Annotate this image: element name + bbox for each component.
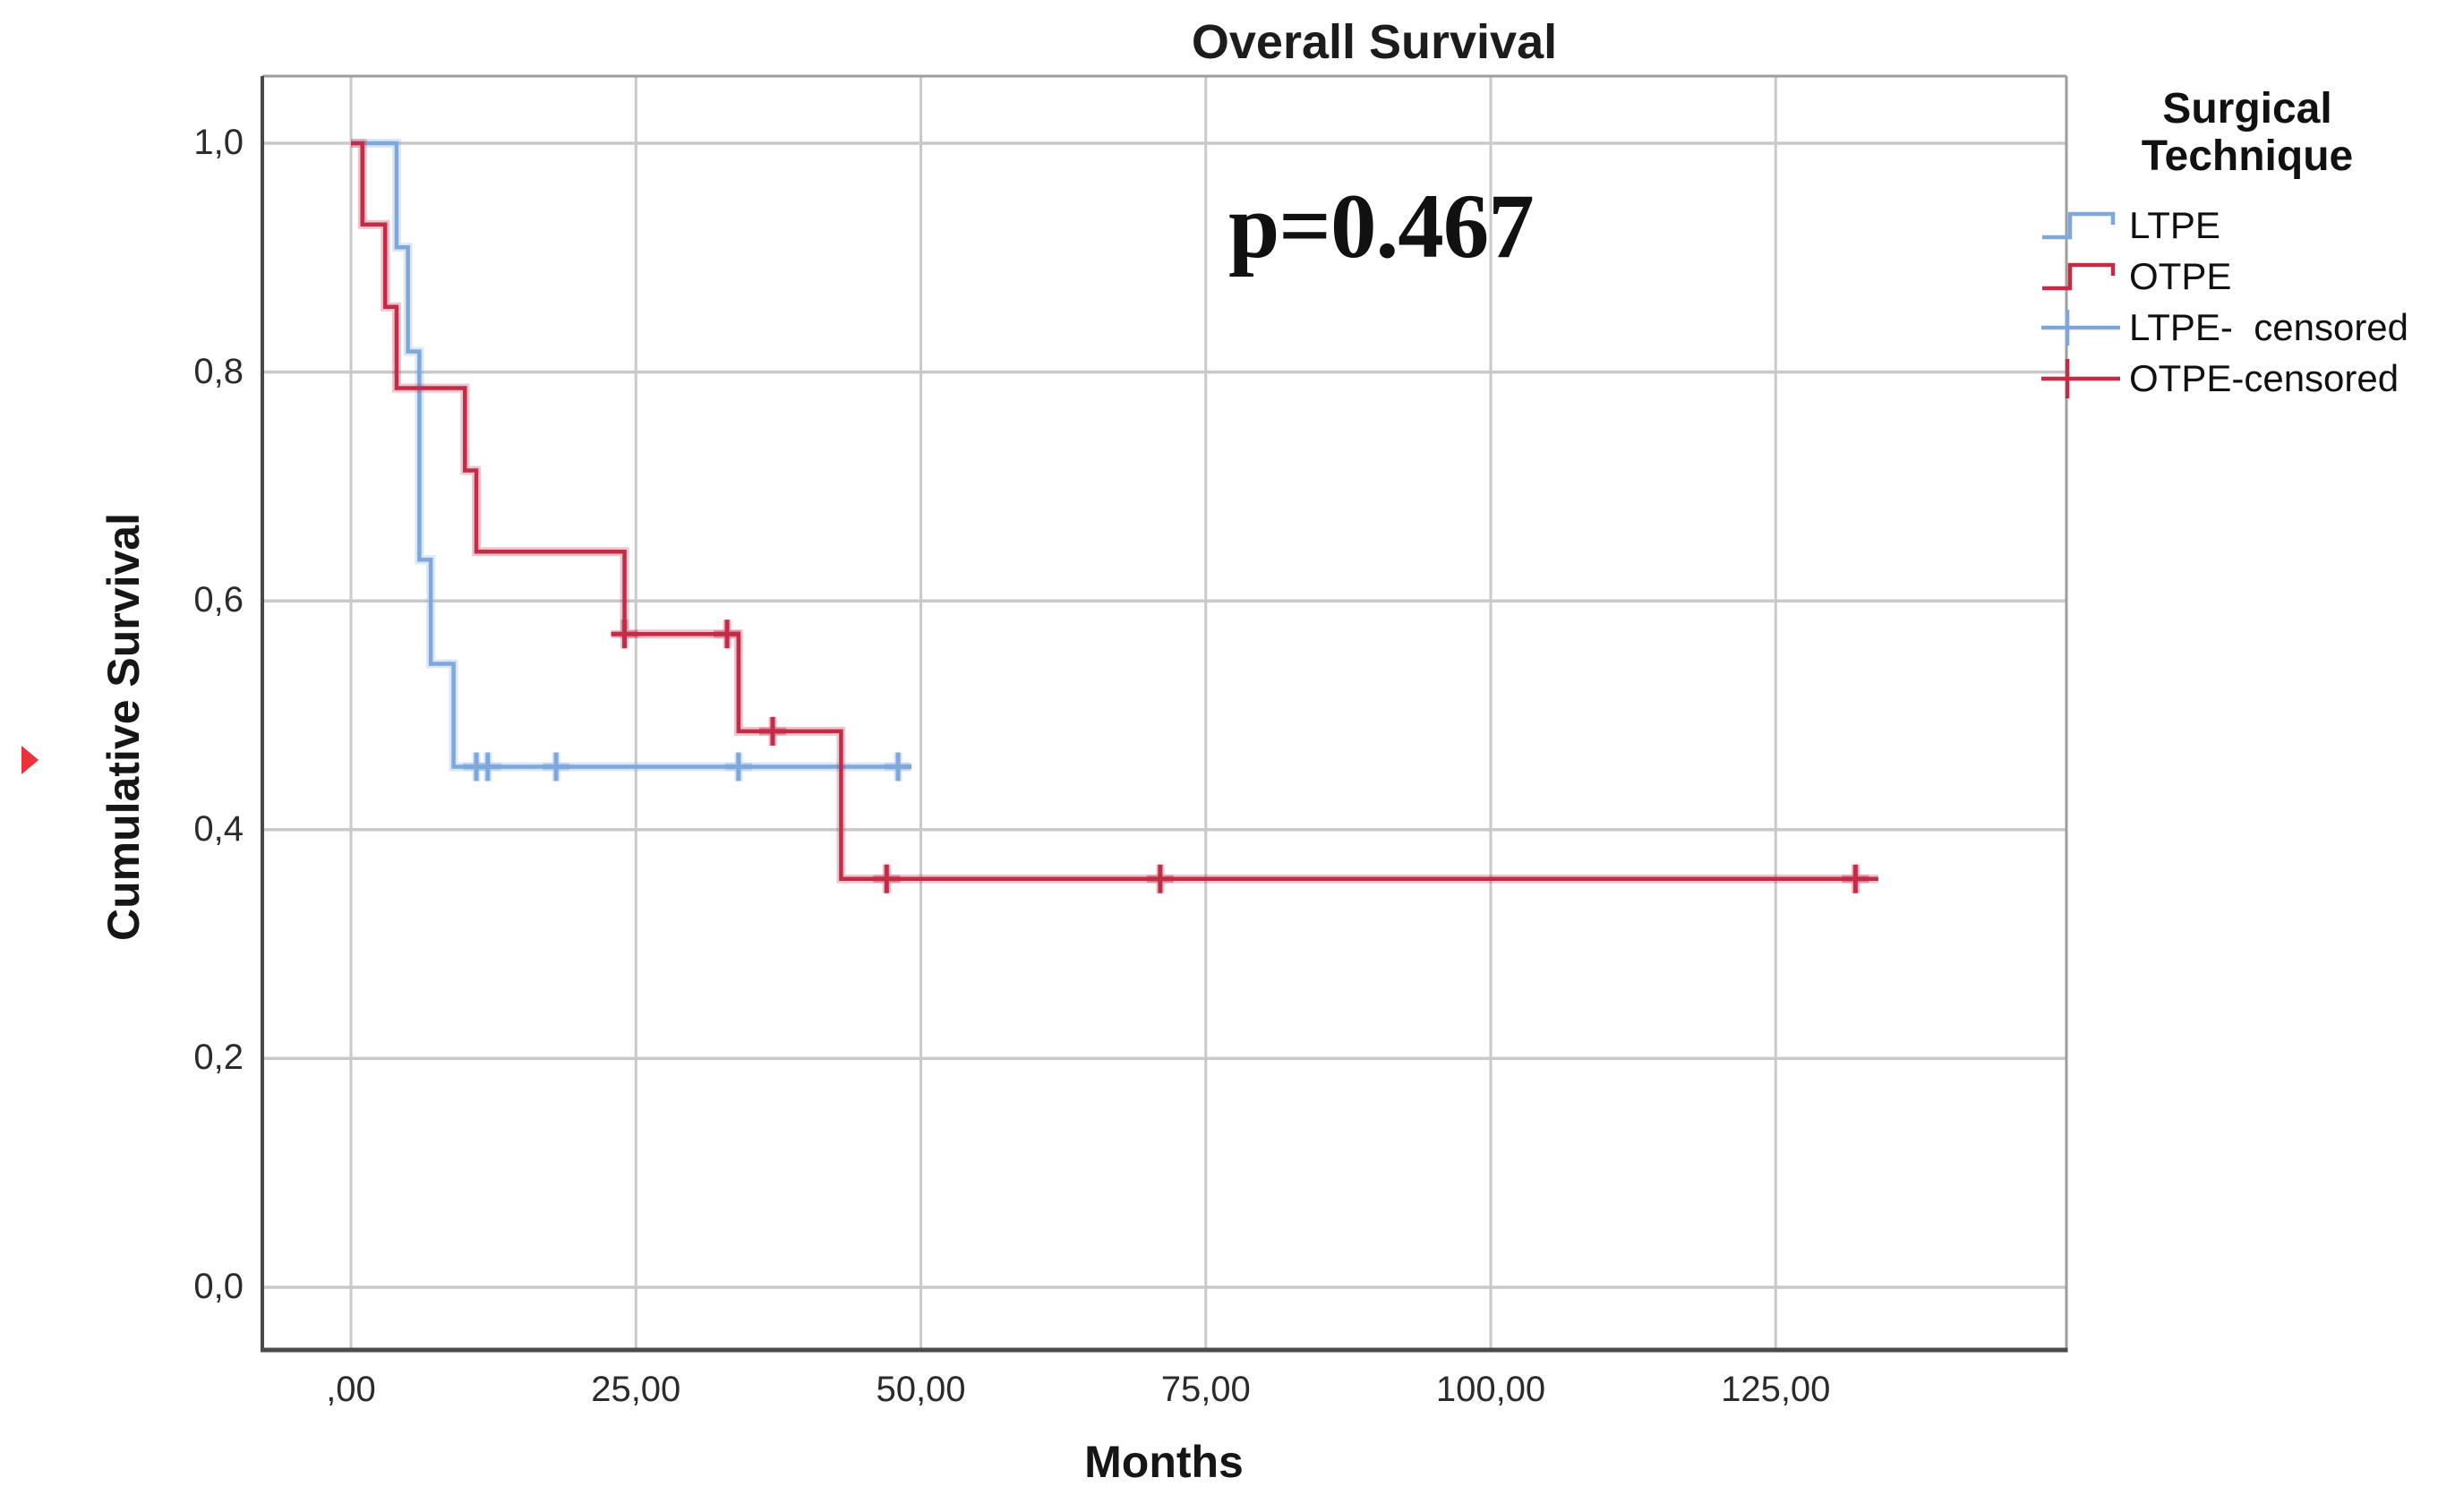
censor-mark-OTPE [1146, 864, 1174, 893]
survival-curve-LTPE [351, 141, 910, 769]
censor-mark-LTPE [885, 752, 912, 782]
step-line-symbol-otpe [2042, 262, 2116, 290]
legend-item-otpe-censored: OTPE-censored [2040, 356, 2455, 399]
red-cursor-triangle-icon [21, 746, 38, 774]
censored-plus-symbol-otpe [2041, 358, 2120, 398]
y-tick-label: 0,0 [193, 1267, 244, 1306]
y-tick-label: 0,6 [193, 580, 244, 620]
censor-mark-OTPE [1842, 864, 1869, 893]
x-axis-label: Months [1084, 1437, 1244, 1487]
y-tick-label: 1,0 [193, 123, 244, 162]
censor-mark-LTPE [724, 752, 752, 782]
x-tick-label: 25,00 [591, 1370, 681, 1409]
p-value-annotation: p=0.467 [1228, 175, 1535, 278]
legend: Surgical Technique LTPE OTPE LTPE- censo… [2040, 85, 2455, 399]
chart-title: Overall Survival [1191, 15, 1558, 69]
step-line-symbol-ltpe [2042, 211, 2116, 239]
censor-mark-OTPE [759, 716, 787, 746]
legend-item-ltpe-censored: LTPE- censored [2040, 305, 2455, 348]
censor-mark-LTPE [474, 752, 501, 782]
y-axis-label: Cumulative Survival [98, 513, 149, 941]
legend-title: Surgical Technique [2141, 85, 2354, 180]
y-tick-label: 0,2 [193, 1038, 244, 1078]
x-tick-label: 100,00 [1435, 1370, 1546, 1409]
legend-label: OTPE-censored [2129, 356, 2399, 399]
legend-item-otpe: OTPE [2040, 254, 2455, 297]
censor-mark-OTPE [714, 619, 741, 649]
y-tick-label: 0,8 [193, 351, 244, 391]
legend-label: OTPE [2129, 254, 2232, 297]
censor-mark-OTPE [611, 619, 638, 649]
legend-rows: LTPE OTPE LTPE- censored OTPE-censored [2040, 203, 2455, 399]
censor-mark-OTPE [873, 864, 901, 893]
censor-mark-LTPE [543, 752, 570, 782]
x-tick-label: 125,00 [1721, 1370, 1831, 1409]
y-tick-label: 0,4 [193, 808, 244, 849]
legend-label: LTPE [2129, 203, 2220, 246]
legend-label: LTPE- censored [2129, 305, 2409, 348]
survival-curve-OTPE [351, 141, 1878, 882]
survival-curve-halo-LTPE [351, 139, 910, 772]
x-tick-label: 75,00 [1160, 1370, 1251, 1409]
legend-item-ltpe: LTPE [2040, 203, 2455, 246]
x-tick-label: 50,00 [876, 1370, 966, 1409]
censored-plus-symbol-ltpe [2041, 309, 2120, 346]
x-tick-label: ,00 [326, 1370, 376, 1409]
